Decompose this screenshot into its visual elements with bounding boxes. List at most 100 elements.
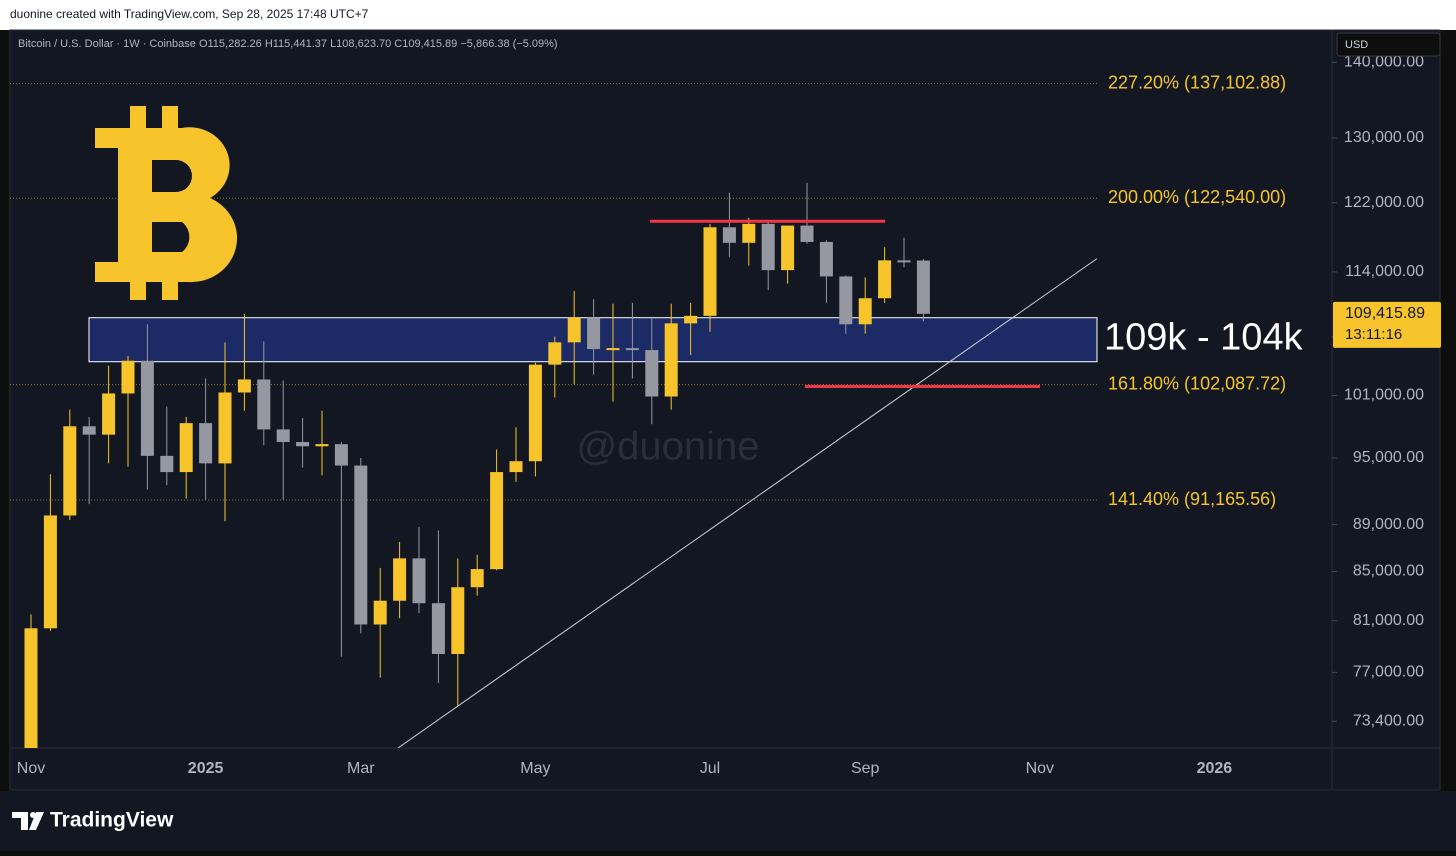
- legend-open: O115,282.26: [199, 38, 262, 50]
- candle-body: [102, 393, 116, 435]
- candle-body: [528, 364, 542, 462]
- legend-symbol: Bitcoin / U.S. Dollar · 1W · Coinbase: [18, 38, 196, 50]
- zone-label: 109k - 104k: [1104, 317, 1304, 359]
- candle-body: [470, 569, 484, 588]
- trendline: [397, 258, 1098, 748]
- last-price-label: 109,415.89: [1345, 305, 1425, 322]
- countdown-label: 13:11:16: [1345, 326, 1402, 343]
- candle-body: [82, 426, 96, 435]
- fib-label: 200.00% (122,540.00): [1108, 187, 1286, 207]
- x-tick-label: Jul: [700, 760, 720, 777]
- candle-body: [839, 276, 853, 325]
- candle-body: [916, 260, 930, 314]
- legend-change: −5,866.38 (−5.09%): [460, 38, 557, 50]
- legend-high: H115,441.37: [265, 38, 327, 50]
- candle-body: [43, 515, 57, 629]
- x-tick-label: Nov: [17, 760, 45, 777]
- header-text: duonine created with TradingView.com, Se…: [10, 7, 369, 21]
- legend: Bitcoin / U.S. Dollar · 1W · Coinbase O1…: [18, 38, 558, 50]
- last-price-box: [1333, 301, 1441, 348]
- bitcoin-logo: [95, 127, 238, 283]
- x-tick-label: 2026: [1197, 760, 1233, 777]
- y-tick-label: 73,400.00: [1353, 712, 1424, 729]
- y-tick-label: 81,000.00: [1353, 612, 1424, 629]
- header-bar: [0, 0, 1456, 30]
- candle-body: [257, 379, 271, 430]
- candle-body: [567, 317, 581, 343]
- candle-body: [199, 423, 213, 464]
- x-tick-label: Sep: [851, 760, 880, 777]
- candle-body: [276, 429, 290, 443]
- candle-body: [800, 225, 814, 242]
- candle-body: [140, 360, 154, 456]
- y-tick-label: 130,000.00: [1344, 129, 1424, 146]
- bitcoin-logo: [162, 106, 178, 132]
- legend-low: L108,623.70: [330, 38, 391, 50]
- tradingview-icon: [30, 812, 36, 818]
- y-tick-label: 85,000.00: [1353, 563, 1424, 580]
- candle-body: [664, 323, 678, 397]
- candle-body: [451, 587, 465, 654]
- candle-body: [490, 472, 504, 570]
- y-tick-label: 140,000.00: [1344, 54, 1424, 71]
- candle-body: [218, 392, 232, 464]
- candle-body: [315, 444, 329, 447]
- candle-body: [334, 444, 348, 466]
- candle-body: [373, 600, 387, 625]
- candle-body: [819, 241, 833, 277]
- tradingview-icon: [12, 812, 44, 830]
- price-axis: 140,000.00 130,000.00 122,000.00 114,000.00…: [1332, 54, 1424, 729]
- y-tick-label: 89,000.00: [1353, 516, 1424, 533]
- chart-pane: [9, 29, 1441, 791]
- candle-body: [625, 348, 639, 351]
- y-tick-label: 77,000.00: [1353, 664, 1424, 681]
- bitcoin-logo: [130, 106, 146, 132]
- y-tick-label: 101,000.00: [1344, 387, 1424, 404]
- candle-body: [237, 379, 251, 393]
- candle-body: [431, 603, 445, 654]
- x-tick-label: Mar: [347, 760, 375, 777]
- footer-brand: TradingView: [50, 809, 174, 832]
- candle-body: [160, 455, 174, 473]
- candle-body: [393, 558, 407, 601]
- candle-body: [781, 225, 795, 271]
- candle-body: [354, 465, 368, 625]
- candle-body: [878, 260, 892, 299]
- fib-label: 161.80% (102,087.72): [1108, 373, 1286, 393]
- legend-close: C109,415.89: [394, 38, 457, 50]
- candle-body: [24, 628, 38, 748]
- currency-label: USD: [1345, 39, 1368, 51]
- footer-bar: [0, 791, 1456, 851]
- candle-body: [722, 227, 736, 243]
- candle-body: [587, 317, 601, 350]
- y-tick-label: 122,000.00: [1344, 194, 1424, 211]
- candle-body: [606, 348, 620, 351]
- candle-body: [703, 227, 717, 316]
- watermark: @duonine: [577, 425, 760, 469]
- candle-body: [761, 223, 775, 271]
- x-tick-label: May: [520, 760, 550, 777]
- candle-body: [509, 461, 523, 473]
- candle-body: [645, 350, 659, 397]
- candle-body: [684, 315, 698, 324]
- plot-area: @duonine: [10, 83, 1098, 748]
- fib-label: 227.20% (137,102.88): [1108, 72, 1286, 92]
- currency-button[interactable]: [1336, 32, 1441, 57]
- bitcoin-logo: [162, 278, 178, 300]
- candle-body: [897, 260, 911, 263]
- bitcoin-logo: [130, 278, 146, 300]
- candle-body: [121, 360, 135, 394]
- candle-body: [858, 298, 872, 325]
- candle-body: [179, 423, 193, 473]
- candle-body: [296, 442, 310, 447]
- candle-body: [412, 558, 426, 604]
- x-tick-label: 2025: [188, 760, 224, 777]
- y-tick-label: 114,000.00: [1345, 263, 1424, 280]
- y-tick-label: 95,000.00: [1353, 449, 1424, 466]
- x-tick-label: Nov: [1026, 760, 1054, 777]
- candle-body: [63, 426, 77, 516]
- candle-body: [742, 223, 756, 243]
- fib-label: 141.40% (91,165.56): [1108, 489, 1276, 509]
- candle-body: [548, 342, 562, 365]
